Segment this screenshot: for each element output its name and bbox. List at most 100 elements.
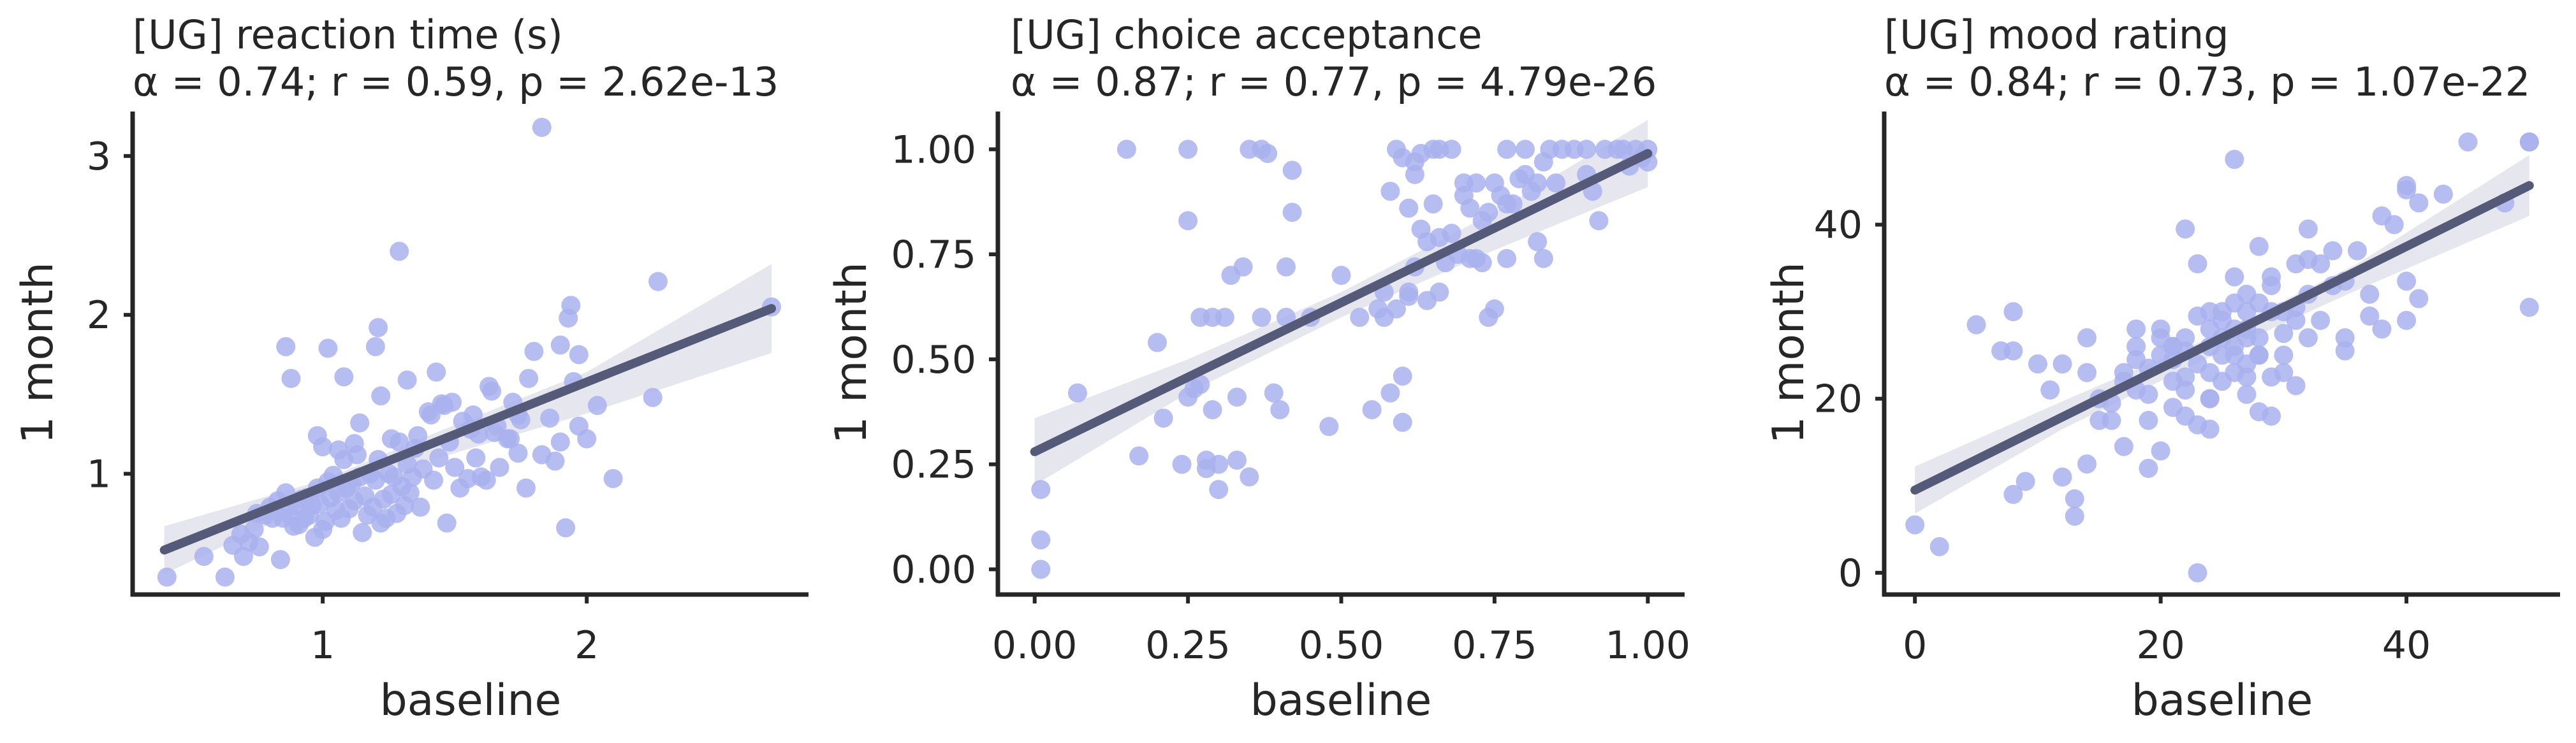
panel-title: [UG] mood rating	[1884, 11, 2229, 58]
x-tick-label: 0.00	[992, 623, 1078, 668]
data-point	[2433, 184, 2453, 204]
data-point	[550, 432, 570, 452]
data-point	[437, 513, 457, 533]
data-point	[2139, 459, 2158, 478]
data-point	[1282, 203, 1302, 222]
plot-area: 1 2 1 2 3	[87, 112, 809, 668]
data-point	[2065, 507, 2084, 526]
data-point	[2360, 307, 2380, 326]
data-point	[1399, 282, 1419, 302]
data-point	[532, 117, 552, 137]
y-axis-label: 1 month	[1764, 262, 1814, 444]
y-tick-label: 0	[1838, 551, 1862, 596]
data-point	[194, 547, 214, 566]
x-tick-label: 40	[2382, 623, 2431, 668]
data-point	[313, 437, 333, 457]
data-point	[540, 408, 560, 428]
data-point	[2126, 336, 2146, 356]
data-point	[2114, 363, 2133, 382]
x-tick-label: 0.50	[1299, 623, 1384, 668]
data-point	[2225, 150, 2244, 170]
data-point	[1497, 249, 1517, 268]
data-point	[587, 396, 607, 415]
data-point	[2384, 215, 2404, 234]
x-axis-label: baseline	[2132, 675, 2313, 726]
data-point	[427, 362, 446, 382]
data-point	[1282, 161, 1302, 180]
data-point	[365, 337, 385, 356]
data-point	[2262, 276, 2281, 296]
data-point	[2286, 310, 2306, 330]
data-point	[556, 518, 576, 538]
data-point	[490, 458, 509, 477]
data-point	[508, 444, 528, 463]
data-point	[1533, 249, 1553, 268]
data-point	[2077, 454, 2097, 474]
data-point	[569, 416, 589, 436]
panel-reaction-time: [UG] reaction time (s) α = 0.74; r = 0.5…	[13, 11, 809, 726]
data-point	[550, 335, 570, 355]
data-point	[2311, 254, 2331, 273]
data-point	[466, 448, 486, 468]
data-point	[2200, 419, 2220, 439]
data-point	[249, 537, 269, 557]
data-point	[476, 470, 496, 490]
y-tick-label: 0.00	[891, 547, 976, 592]
data-point	[1516, 140, 1535, 159]
data-point	[2397, 310, 2417, 330]
x-tick-label: 1	[311, 623, 335, 668]
data-point	[1319, 417, 1339, 436]
data-point	[2237, 367, 2257, 387]
data-point	[1589, 211, 1609, 231]
x-tick-label: 2	[574, 623, 599, 668]
data-point	[2200, 389, 2220, 408]
data-point	[233, 547, 253, 566]
regression-line	[1030, 148, 1653, 456]
data-point	[1484, 299, 1504, 319]
panel-title: [UG] reaction time (s)	[133, 11, 563, 58]
data-point	[2003, 341, 2023, 361]
data-point	[2065, 489, 2084, 509]
data-point	[1277, 257, 1296, 277]
data-point	[2225, 267, 2244, 287]
data-point	[1528, 232, 1548, 252]
data-point	[2213, 302, 2232, 322]
data-point	[1516, 164, 1535, 184]
regression-line	[1910, 181, 2534, 495]
data-point	[1264, 383, 1284, 403]
data-point	[524, 342, 544, 361]
data-point	[561, 296, 581, 315]
panel-subtitle: α = 0.74; r = 0.59, p = 2.62e-13	[133, 59, 779, 105]
data-point	[329, 440, 348, 460]
panel-title: [UG] choice acceptance	[1011, 11, 1482, 58]
data-point	[2114, 436, 2133, 456]
regression-line	[159, 304, 777, 555]
data-point	[215, 567, 235, 587]
data-point	[1905, 515, 1925, 535]
data-point	[2176, 219, 2195, 239]
data-point	[2274, 345, 2294, 365]
data-point	[1393, 412, 1412, 432]
data-point	[519, 368, 539, 388]
data-point	[443, 393, 462, 412]
data-point	[2176, 367, 2195, 387]
data-point	[545, 451, 565, 471]
data-point	[1233, 257, 1253, 277]
x-axis-label: baseline	[380, 675, 562, 726]
data-point	[2335, 341, 2355, 361]
panel-subtitle: α = 0.87; r = 0.77, p = 4.79e-26	[1011, 59, 1657, 105]
data-point	[2003, 302, 2023, 322]
data-point	[1497, 194, 1517, 213]
data-point	[350, 413, 370, 433]
data-point	[2237, 384, 2257, 404]
data-point	[2237, 328, 2257, 348]
data-point	[2409, 193, 2429, 213]
data-point	[1362, 400, 1382, 419]
data-point	[390, 242, 409, 261]
data-point	[1129, 446, 1149, 466]
data-point	[1430, 140, 1449, 159]
data-point	[1178, 140, 1198, 159]
data-point	[516, 478, 536, 498]
data-point	[424, 470, 443, 490]
data-point	[244, 519, 264, 539]
